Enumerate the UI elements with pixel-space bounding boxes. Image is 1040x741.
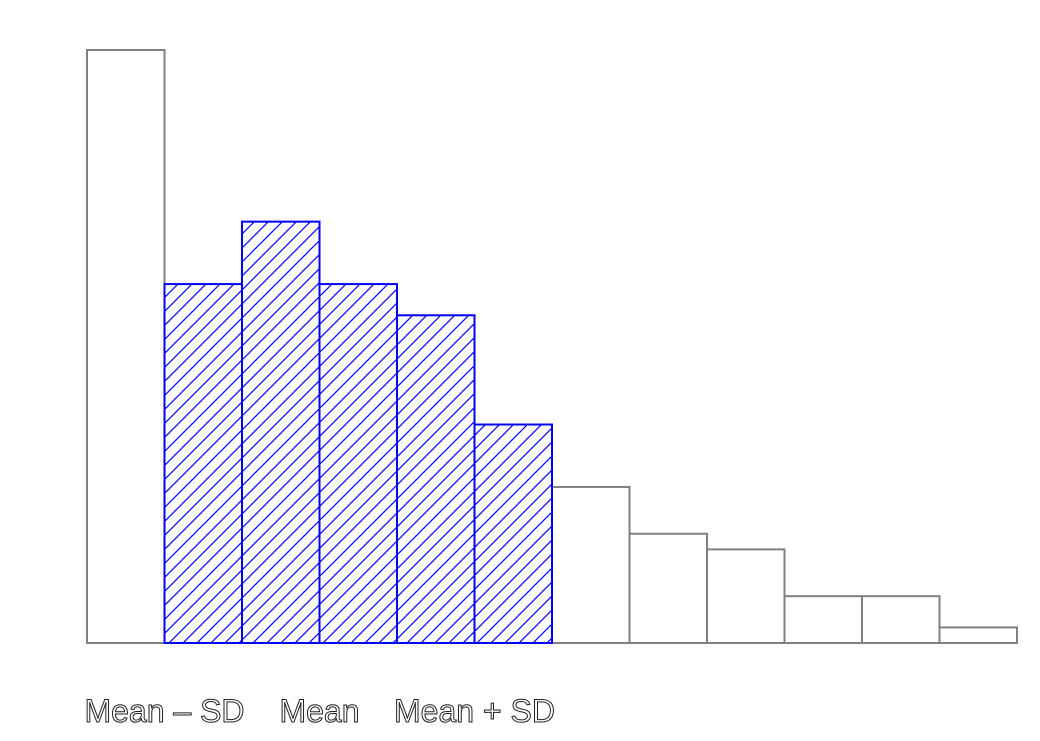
bar-9 bbox=[706, 548, 786, 644]
bar-8 bbox=[628, 532, 708, 645]
bar-7 bbox=[551, 485, 631, 644]
bar-11 bbox=[861, 595, 941, 644]
tick-label-2: Mean bbox=[279, 693, 359, 729]
bar-10 bbox=[783, 595, 863, 644]
bar-highlighted-3 bbox=[241, 220, 321, 644]
bar-highlighted-6 bbox=[473, 423, 553, 644]
bar-highlighted-5 bbox=[396, 314, 476, 644]
bar-1 bbox=[86, 49, 166, 644]
bar-highlighted-2 bbox=[163, 283, 243, 644]
bar-12 bbox=[938, 626, 1018, 644]
tick-label-3: Mean + SD bbox=[394, 693, 555, 729]
tick-labels-group: Mean – SD Mean Mean + SD bbox=[84, 693, 556, 730]
bar-highlighted-4 bbox=[318, 283, 398, 644]
tick-label-1: Mean – SD bbox=[84, 693, 244, 729]
bars-group bbox=[86, 49, 1018, 645]
